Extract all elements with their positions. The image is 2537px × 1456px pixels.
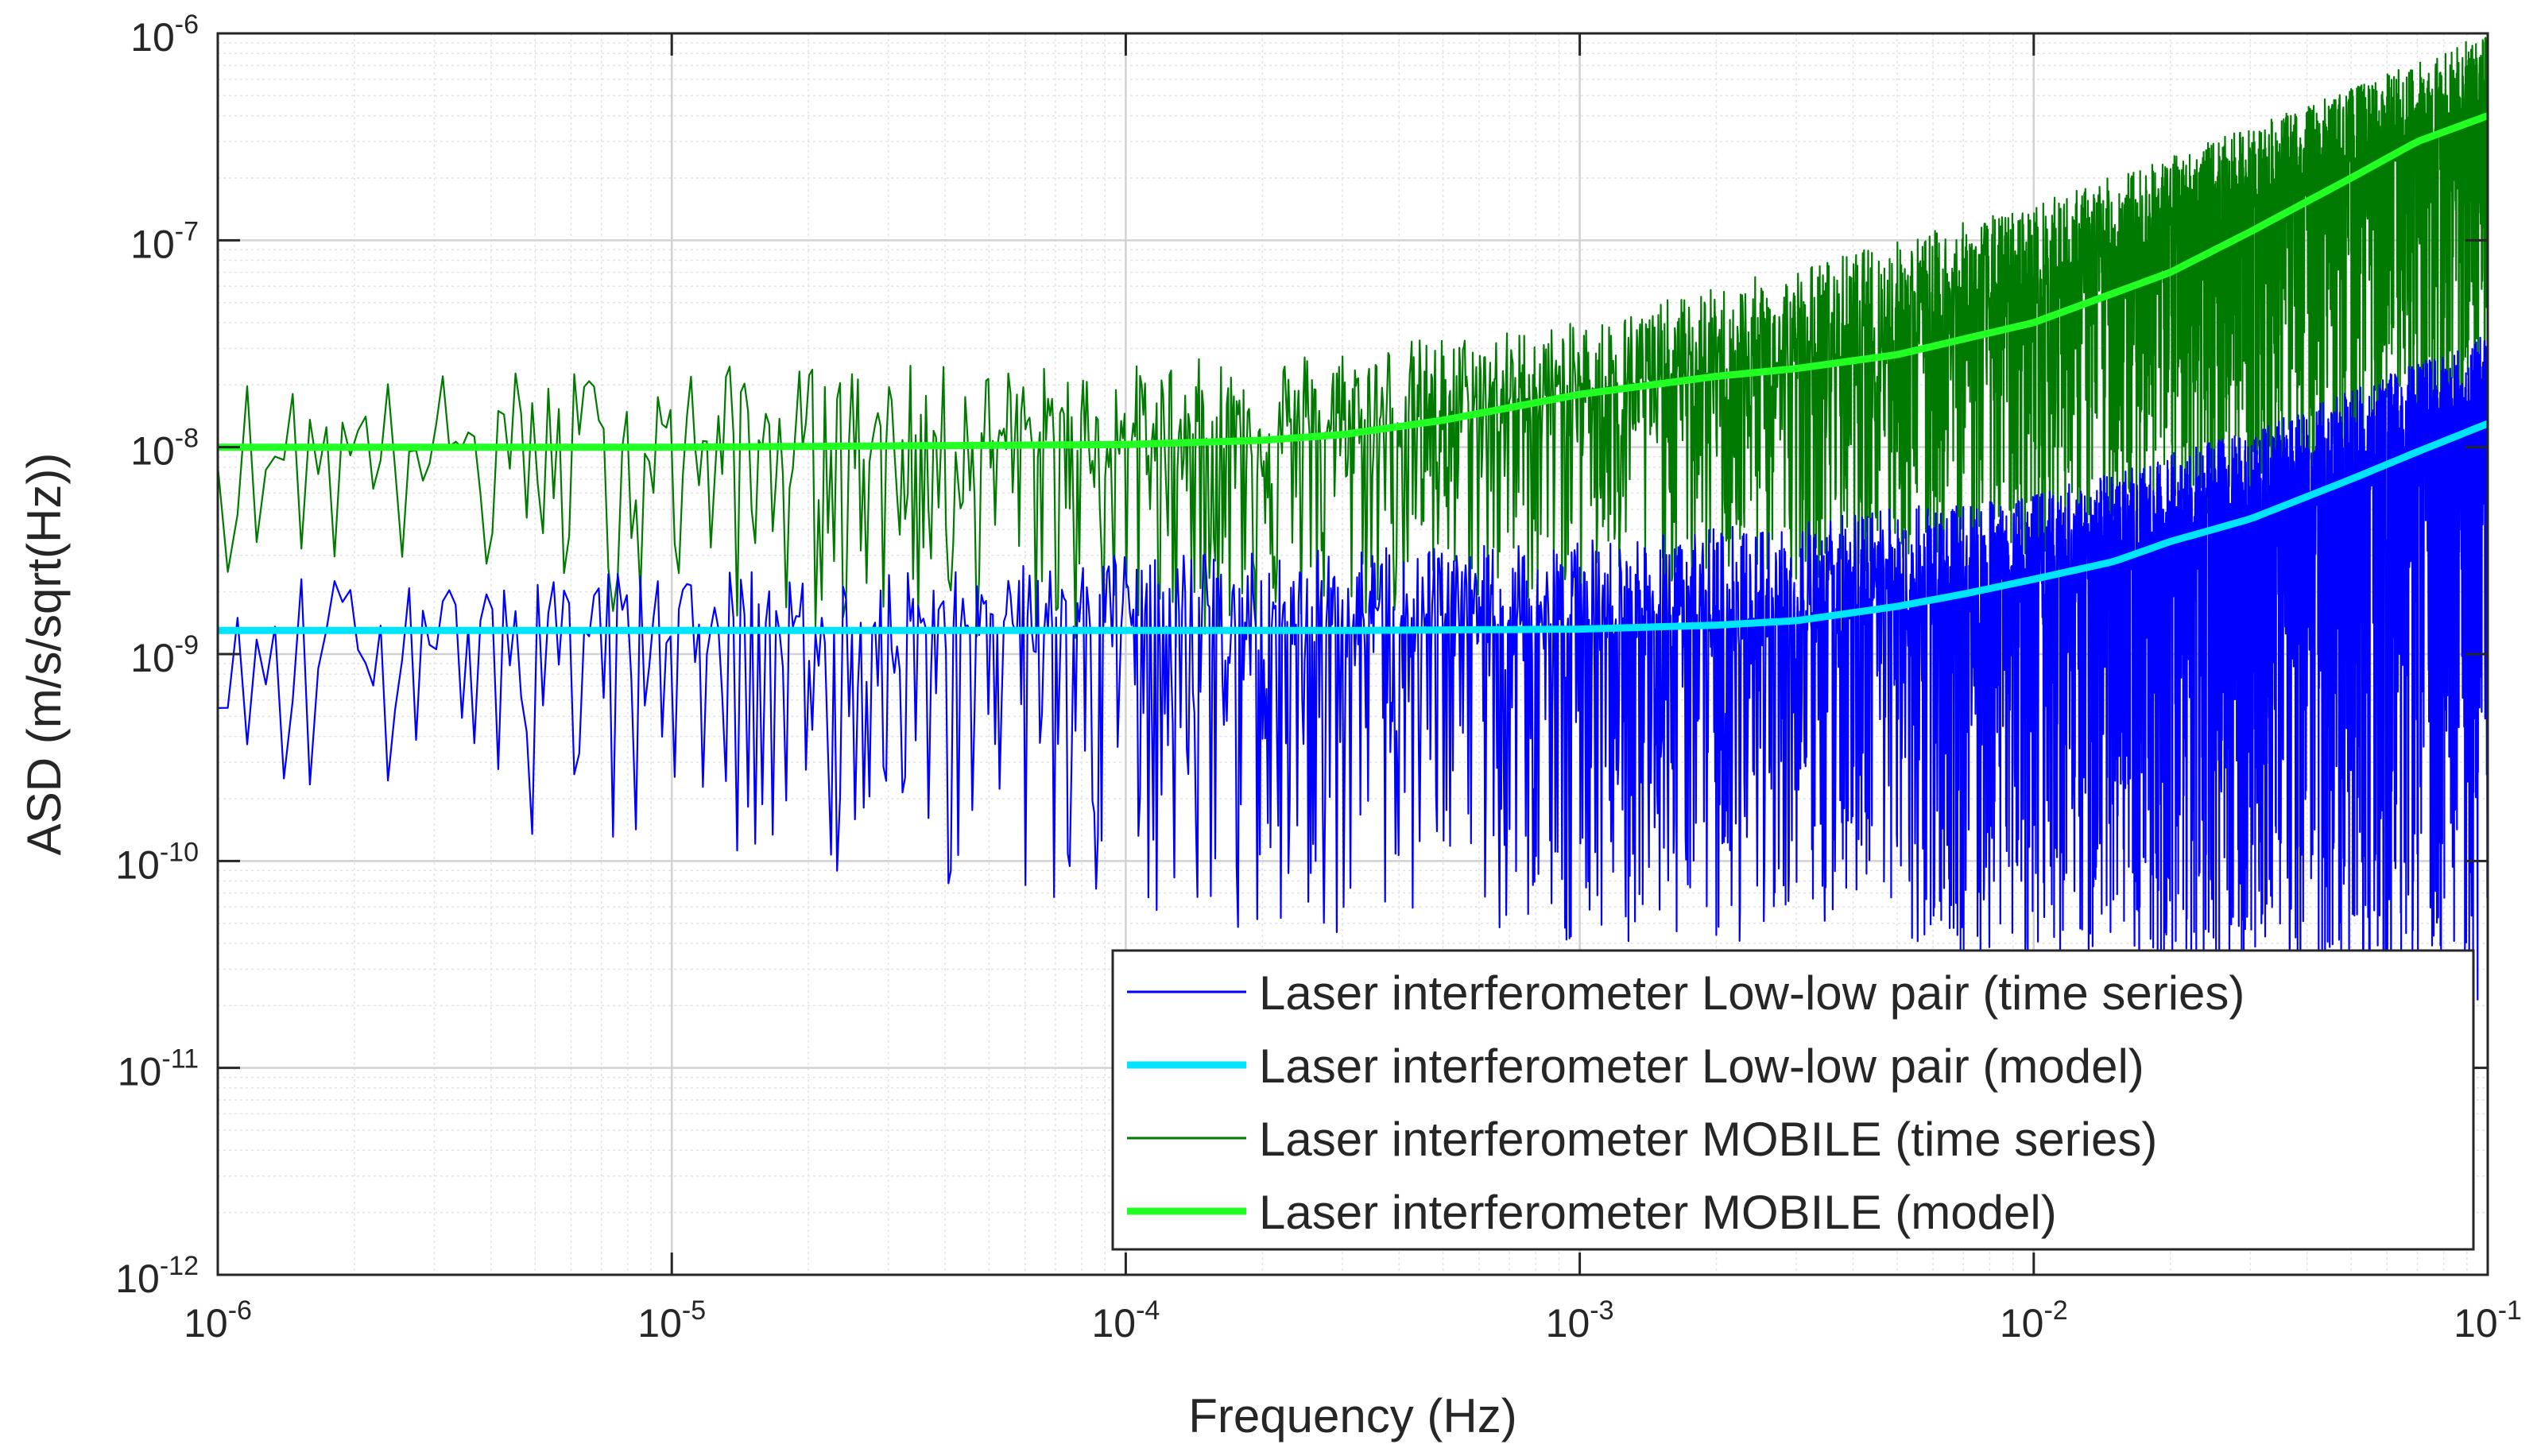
y-tick-label: 10-6 (130, 10, 199, 60)
series-line-mobile-timeseries (218, 37, 2488, 649)
axis-ticks (216, 32, 2489, 1276)
x-tick-labels: 10-6 10-5 10-4 10-3 10-2 10-1 (184, 1295, 2522, 1346)
y-tick-label: 10-7 (130, 216, 199, 266)
y-tick-label: 10-11 (118, 1044, 199, 1094)
y-tick-label: 10-8 (130, 424, 199, 474)
legend-label-lowlow-model: Laser interferometer Low-low pair (model… (1259, 1040, 2144, 1093)
series-layer (218, 37, 2488, 1001)
x-axis-title: Frequency (Hz) (1188, 1389, 1516, 1442)
y-tick-label: 10-10 (115, 837, 199, 887)
x-tick-label: 10-1 (2454, 1295, 2522, 1346)
y-tick-label: 10-12 (115, 1251, 199, 1301)
x-tick-label: 10-4 (1091, 1295, 1160, 1346)
y-tick-labels: 10-12 10-11 10-10 10-9 10-8 10-7 10-6 (115, 10, 199, 1301)
legend-label-mobile-model: Laser interferometer MOBILE (model) (1259, 1186, 2057, 1239)
legend-label-mobile-timeseries: Laser interferometer MOBILE (time series… (1259, 1113, 2157, 1166)
legend: Laser interferometer Low-low pair (time … (1111, 949, 2475, 1251)
y-axis-title: ASD (m/s/sqrt(Hz)) (17, 453, 71, 856)
x-tick-label: 10-2 (2000, 1295, 2068, 1346)
series-line-lowlow-timeseries (218, 336, 2488, 1001)
legend-box (1111, 949, 2475, 1251)
x-tick-label: 10-6 (184, 1295, 252, 1346)
series-line-mobile-model (218, 112, 2488, 451)
legend-label-lowlow-timeseries: Laser interferometer Low-low pair (time … (1259, 966, 2245, 1020)
x-tick-label: 10-5 (637, 1295, 706, 1346)
series-line-lowlow-model (218, 420, 2488, 634)
x-tick-label: 10-3 (1546, 1295, 1614, 1346)
y-tick-label: 10-9 (130, 630, 199, 680)
